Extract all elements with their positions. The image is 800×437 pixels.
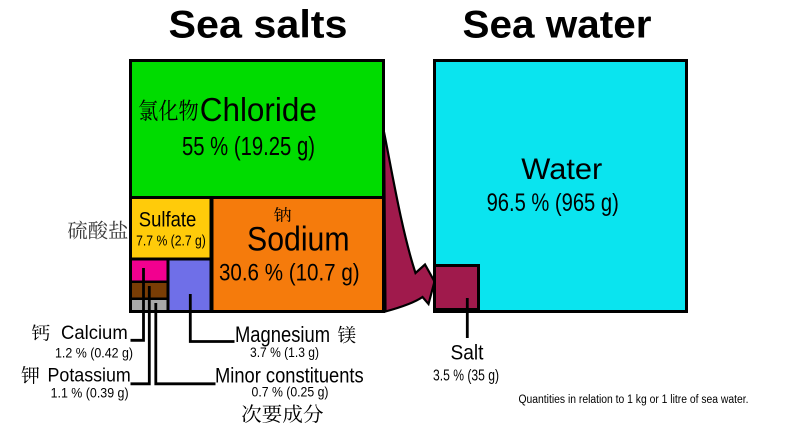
svg-text:Sea water: Sea water [463,4,652,47]
svg-text:Quantities in relation to 1 kg: Quantities in relation to 1 kg or 1 litr… [519,394,749,406]
svg-text:Minor constituents: Minor constituents [215,365,364,388]
svg-text:1.1 % (0.39 g): 1.1 % (0.39 g) [51,385,129,400]
svg-text:96.5 % (965 g): 96.5 % (965 g) [487,189,619,217]
svg-text:1.2 % (0.42 g): 1.2 % (0.42 g) [55,346,133,361]
svg-text:Water: Water [521,153,602,186]
svg-text:3.7 % (1.3 g): 3.7 % (1.3 g) [250,345,319,360]
svg-text:Magnesium: Magnesium [235,322,330,347]
svg-text:Sea salts: Sea salts [169,4,348,47]
svg-text:0.7 % (0.25 g): 0.7 % (0.25 g) [252,385,329,400]
svg-text:30.6 % (10.7 g): 30.6 % (10.7 g) [219,260,360,287]
svg-text:55 % (19.25 g): 55 % (19.25 g) [182,133,315,161]
svg-text:7.7 % (2.7 g): 7.7 % (2.7 g) [136,234,206,250]
svg-text:Sulfate: Sulfate [139,209,197,232]
svg-text:Potassium: Potassium [48,366,131,387]
svg-text:Salt: Salt [451,342,484,365]
svg-text:Calcium: Calcium [61,323,128,344]
svg-text:Sodium: Sodium [247,221,350,259]
svg-text:3.5 % (35 g): 3.5 % (35 g) [433,368,499,385]
svg-text:Chloride: Chloride [200,91,317,128]
